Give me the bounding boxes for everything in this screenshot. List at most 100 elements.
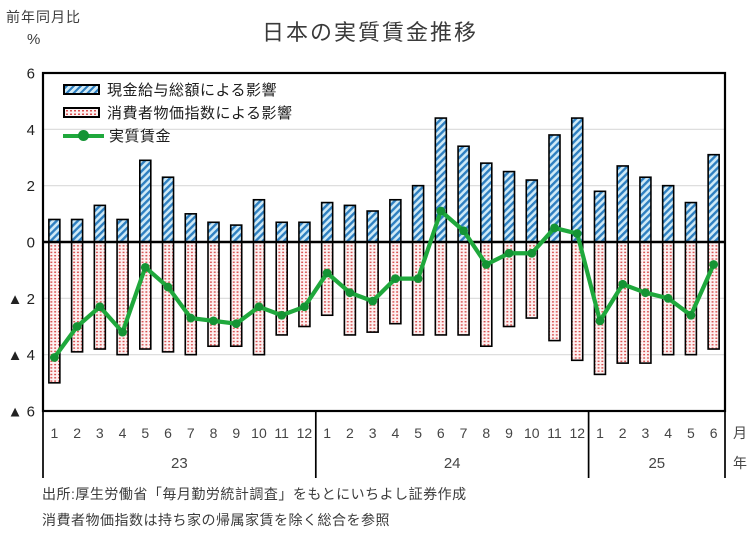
real-wage-marker (72, 322, 82, 331)
real-wage-marker (163, 282, 173, 292)
bar-cash-contribution (161, 176, 175, 243)
month-axis-labels: 1 2 3 4 5 6 7 8 9 10 11 12 1 2 3 4 5 6 7 8 9 10 11 12 1 2 3 4 5 6 (50, 425, 717, 441)
bar-cpi-contribution (207, 241, 220, 348)
real-wage-line-series (49, 206, 719, 362)
real-wage-polyline (52, 208, 716, 360)
bar-cash-contribution (639, 176, 652, 243)
month-label: 10 (524, 425, 540, 441)
y-tick-label: 0 (27, 235, 35, 252)
bar-cash-contribution (661, 184, 675, 243)
real-wage-marker (527, 248, 537, 258)
month-label: 10 (251, 425, 267, 441)
bar-cpi-contribution (707, 241, 720, 350)
month-label: 12 (569, 425, 585, 441)
y-tick-label: ▲ 6 (8, 404, 35, 421)
real-wage-marker (277, 310, 287, 320)
bar-cpi-contribution (457, 241, 470, 336)
bar-cpi-contribution (93, 241, 107, 350)
y-tick-label: 2 (27, 178, 35, 195)
bar-cash-contribution (229, 224, 243, 243)
month-label: 9 (232, 425, 240, 441)
y-tick-label: ▲ 4 (8, 347, 35, 364)
bar-cpi-contribution (616, 241, 630, 364)
bar-cash-contribution (184, 213, 198, 243)
real-wage-marker (209, 316, 218, 326)
real-wage-marker (300, 302, 309, 312)
year-axis-suffix: 年 (733, 455, 747, 471)
real-wage-marker (254, 302, 264, 312)
real-wage-marker (95, 302, 105, 312)
bar-cpi-contribution (548, 241, 561, 342)
bar-cash-contribution (684, 201, 698, 243)
bar-cpi-contribution (139, 241, 152, 350)
month-label: 11 (547, 425, 562, 441)
bar-cash-contribution (570, 117, 584, 243)
real-wage-marker (481, 260, 491, 269)
green-line-swatch-icon (63, 129, 104, 142)
real-wage-marker (345, 288, 355, 298)
plot-frame (41, 71, 727, 413)
real-wage-marker (118, 327, 127, 337)
bar-cpi-contribution (252, 241, 266, 356)
real-wage-marker (550, 223, 559, 233)
real-wage-marker (49, 353, 59, 362)
month-label: 3 (96, 425, 104, 441)
y-axis-tick-labels: 6 4 2 0 ▲ 2 ▲ 4 ▲ 6 (8, 66, 35, 421)
bar-cash-contribution (275, 221, 289, 243)
cpi-contribution-bars (48, 241, 720, 384)
month-label: 3 (642, 425, 650, 441)
real-wage-marker (504, 248, 514, 258)
bar-cash-contribution (366, 210, 379, 243)
real-wage-marker (709, 260, 719, 269)
legend-item-real-wage: 実質賃金 (63, 127, 293, 145)
month-label: 7 (187, 425, 195, 441)
real-wage-marker (663, 293, 673, 303)
bar-cash-contribution (252, 198, 266, 243)
month-label: 2 (346, 425, 354, 441)
bar-cpi-contribution (229, 241, 243, 348)
pink-dot-swatch-icon (63, 107, 100, 118)
month-label: 11 (274, 425, 289, 441)
bar-cash-contribution (707, 153, 720, 243)
real-wage-marker (413, 274, 423, 284)
month-label: 4 (664, 425, 672, 441)
year-label: 23 (171, 455, 188, 472)
y-axis-unit-label: % (27, 31, 41, 48)
real-wage-marker (186, 313, 196, 323)
month-label: 4 (391, 425, 399, 441)
year-label: 24 (444, 455, 461, 472)
real-wage-marker (368, 296, 378, 306)
month-label: 1 (323, 425, 331, 441)
bar-cpi-contribution (434, 241, 448, 336)
month-label: 4 (119, 425, 127, 441)
bar-cpi-contribution (570, 241, 584, 362)
y-axis-caption: 前年同月比 (6, 9, 81, 25)
legend-label: 実質賃金 (109, 128, 172, 145)
month-label: 5 (141, 425, 149, 441)
y-tick-label: ▲ 2 (8, 291, 35, 308)
bar-cash-contribution (298, 221, 311, 243)
bar-cpi-contribution (298, 241, 311, 328)
legend-item-cpi: 消費者物価指数による影響 (63, 104, 293, 122)
month-label: 8 (482, 425, 490, 441)
real-wage-marker (595, 316, 605, 326)
y-tick-label: 4 (27, 122, 35, 139)
source-note-line2: 消費者物価指数は持ち家の帰属家賃を除く総合を参照 (42, 512, 390, 528)
bar-cpi-contribution (184, 241, 198, 356)
real-wage-marker (618, 279, 628, 289)
legend-label: 現金給与総額による影響 (107, 82, 278, 99)
month-label: 6 (710, 425, 718, 441)
real-wage-marker (641, 288, 650, 298)
month-label: 8 (210, 425, 218, 441)
bar-cpi-contribution (70, 241, 84, 353)
real-wage-marker (231, 319, 241, 329)
month-label: 5 (687, 425, 695, 441)
bar-cash-contribution (343, 204, 357, 243)
bar-cpi-contribution (639, 241, 652, 364)
bar-cash-contribution (411, 184, 425, 243)
legend-item-cash-earnings: 現金給与総額による影響 (63, 81, 293, 99)
bar-cash-contribution (479, 162, 493, 243)
